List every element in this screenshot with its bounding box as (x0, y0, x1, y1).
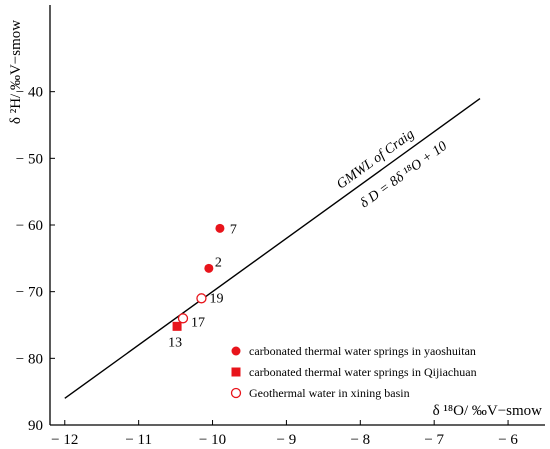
point-marker-filled-circle (215, 223, 225, 233)
y-tick-label: − 70 (16, 285, 43, 301)
point-marker-open-circle (177, 313, 189, 324)
x-tick-label: − 8 (350, 432, 370, 448)
legend-entry-label: carbonated thermal water springs in yaos… (249, 344, 476, 358)
point-marker-filled-circle (204, 263, 214, 273)
point-marker-filled-square (231, 367, 241, 377)
y-tick-label: − 40 (16, 85, 43, 101)
x-tick-label: − 12 (51, 432, 78, 448)
y-tick-label: − 80 (16, 351, 43, 367)
point-marker-filled-square (172, 321, 182, 331)
point-marker-filled-circle (231, 346, 241, 356)
legend: carbonated thermal water springs in yaos… (230, 344, 477, 400)
y-tick-label: − 50 (16, 151, 43, 167)
x-tick-label: − 11 (125, 432, 152, 448)
point-label: 7 (230, 222, 237, 237)
axes: − 12 − 11 − 10 − 9 − 8 − 7 − 6 − 40 − 50 − 60 − 70… (8, 5, 545, 448)
point-label: 2 (215, 255, 222, 270)
point-marker-open-circle (230, 387, 242, 399)
point-label: 17 (191, 315, 205, 330)
y-axis-title: δ ²H/ ‰V−smow (8, 20, 24, 124)
x-tick-label: − 10 (199, 432, 226, 448)
point-label: 13 (168, 335, 182, 350)
x-tick-label: − 7 (424, 432, 444, 448)
data-points: 7 2 13 19 17 (168, 222, 237, 350)
point-label: 19 (209, 291, 223, 306)
gmwl-line (64, 98, 481, 399)
x-tick-label: − 6 (498, 432, 518, 448)
x-axis-title: δ ¹⁸O/ ‰V−smow (433, 403, 543, 419)
legend-entry-label: Geothermal water in xining basin (249, 386, 410, 400)
point-marker-open-circle (196, 293, 207, 304)
legend-entry-label: carbonated thermal water springs in Qiji… (249, 365, 477, 379)
x-tick-label: − 9 (277, 432, 297, 448)
gmwl-equation-label: δ D = 8δ ¹⁸O + 10 (358, 139, 450, 212)
y-tick-label: 90 (28, 418, 43, 434)
y-tick-label: − 60 (16, 218, 43, 234)
